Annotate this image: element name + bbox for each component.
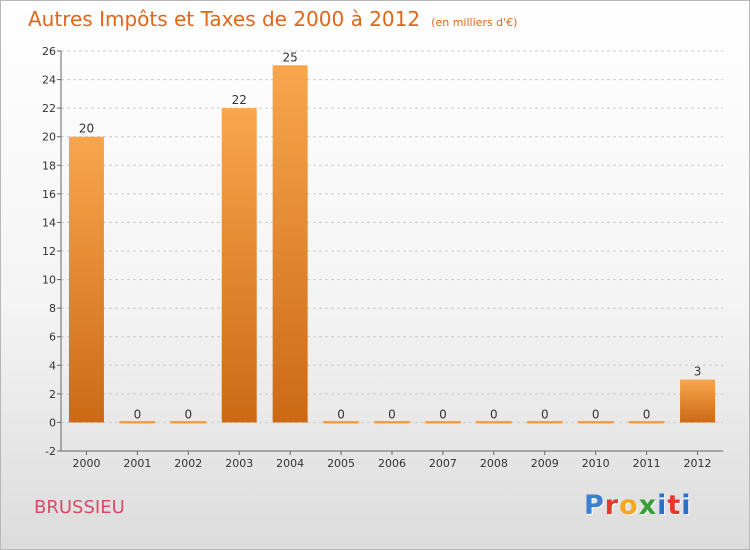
logo-letter: t [667, 490, 682, 521]
value-label-2001: 0 [134, 407, 142, 421]
title-row: Autres Impôts et Taxes de 2000 à 2012 (e… [28, 7, 517, 31]
y-tick-label: 26 [42, 45, 56, 58]
x-tick-label-2011: 2011 [633, 457, 661, 470]
value-label-2006: 0 [388, 407, 396, 421]
x-tick-label-2007: 2007 [429, 457, 457, 470]
y-tick-label: -2 [45, 445, 56, 458]
chart-title: Autres Impôts et Taxes de 2000 à 2012 [28, 7, 421, 31]
bar-2004 [272, 65, 308, 423]
y-tick-label: 10 [42, 274, 56, 287]
y-tick-label: 24 [42, 74, 56, 87]
value-label-2008: 0 [490, 407, 498, 421]
x-tick-label-2012: 2012 [684, 457, 712, 470]
value-label-2009: 0 [541, 407, 549, 421]
y-tick-label: 2 [49, 388, 56, 401]
value-label-2004: 25 [283, 50, 298, 64]
x-tick-label-2010: 2010 [582, 457, 610, 470]
y-tick-label: 4 [49, 359, 56, 372]
chart-subtitle: (en milliers d'€) [431, 16, 518, 29]
logo-letter: i [681, 490, 692, 521]
bar-2000 [68, 136, 104, 423]
x-tick-label-2003: 2003 [225, 457, 253, 470]
bar-2006 [374, 420, 410, 424]
proxiti-logo: Proxiti [584, 490, 692, 521]
y-tick-label: 22 [42, 102, 56, 115]
bar-2011 [628, 420, 665, 424]
bar-2009 [526, 420, 563, 424]
value-label-2007: 0 [439, 407, 447, 421]
bar-2002 [170, 420, 207, 424]
x-tick-label-2009: 2009 [531, 457, 559, 470]
bar-2012 [680, 379, 716, 423]
bar-2005 [323, 420, 360, 424]
bar-2003 [221, 108, 257, 423]
bar-2008 [475, 420, 512, 424]
x-tick-label-2002: 2002 [174, 457, 202, 470]
y-tick-label: 6 [49, 331, 56, 344]
value-label-2010: 0 [592, 407, 600, 421]
value-label-2003: 22 [232, 93, 247, 107]
x-tick-label-2000: 2000 [72, 457, 100, 470]
value-label-2005: 0 [337, 407, 345, 421]
x-tick-label-2001: 2001 [123, 457, 151, 470]
logo-letter: i [657, 490, 668, 521]
y-tick-label: 20 [42, 131, 56, 144]
value-label-2000: 20 [79, 122, 94, 136]
value-label-2002: 0 [184, 407, 192, 421]
y-tick-label: 12 [42, 245, 56, 258]
y-tick-label: 16 [42, 188, 56, 201]
y-tick-label: 14 [42, 216, 56, 229]
x-tick-label-2006: 2006 [378, 457, 406, 470]
bar-2001 [119, 420, 156, 424]
logo-letter: P [584, 490, 605, 521]
x-tick-label-2005: 2005 [327, 457, 355, 470]
logo-letter: x [638, 490, 658, 521]
bar-2007 [424, 420, 461, 424]
x-tick-label-2008: 2008 [480, 457, 508, 470]
value-label-2012: 3 [694, 365, 702, 379]
y-tick-label: 18 [42, 159, 56, 172]
logo-letter: o [619, 490, 639, 521]
place-name: BRUSSIEU [34, 497, 125, 518]
bar-2010 [577, 420, 614, 424]
y-tick-label: 0 [49, 416, 56, 429]
y-tick-label: 8 [49, 302, 56, 315]
logo-letter: r [604, 490, 620, 521]
x-tick-label-2004: 2004 [276, 457, 304, 470]
value-label-2011: 0 [643, 407, 651, 421]
